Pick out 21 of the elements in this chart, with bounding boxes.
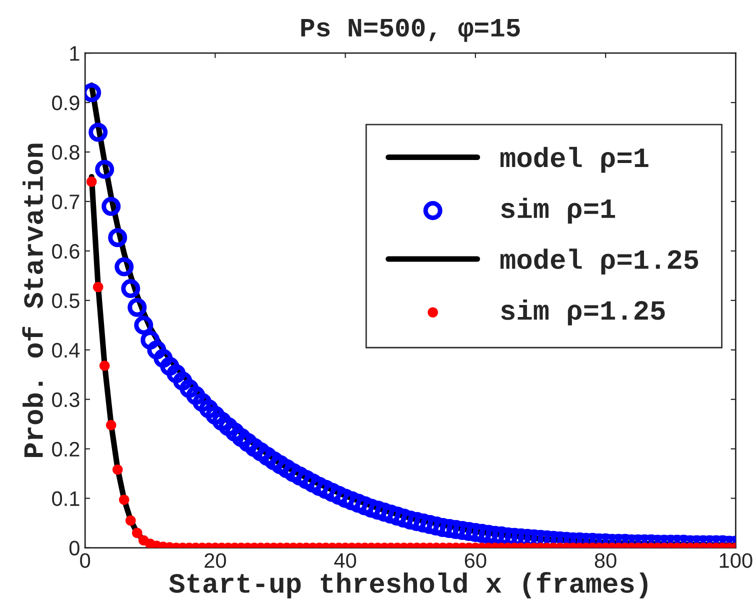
x-axis-title: Start-up threshold x (frames) [169,572,648,598]
y-tick-label: 0.4 [52,342,80,358]
y-tick-label: 0.5 [52,293,80,308]
y-tick-label: 0.1 [52,491,80,506]
y-tick-label: 0 [69,540,80,556]
y-tick-label: 0.7 [52,194,80,210]
legend-label: model ρ=1 [500,146,648,173]
y-tick-label: 1 [70,46,80,61]
y-tick-label: 0.6 [52,244,80,259]
y-tick-label: 0.2 [52,442,80,457]
y-tick-label: 0.3 [52,392,80,408]
x-tick-label: 60 [464,553,486,568]
x-tick-label: 0 [80,553,90,568]
x-tick-label: 100 [720,553,752,568]
y-axis-title: Prob. of Starvation [22,144,43,457]
x-tick-label: 80 [594,553,616,568]
x-tick-label: 40 [334,553,356,568]
y-tick-label: 0.9 [52,96,80,110]
x-tick-label: 20 [204,553,226,568]
chart-title: Ps N=500, φ=15 [301,18,520,42]
y-tick-label: 0.8 [52,145,80,160]
